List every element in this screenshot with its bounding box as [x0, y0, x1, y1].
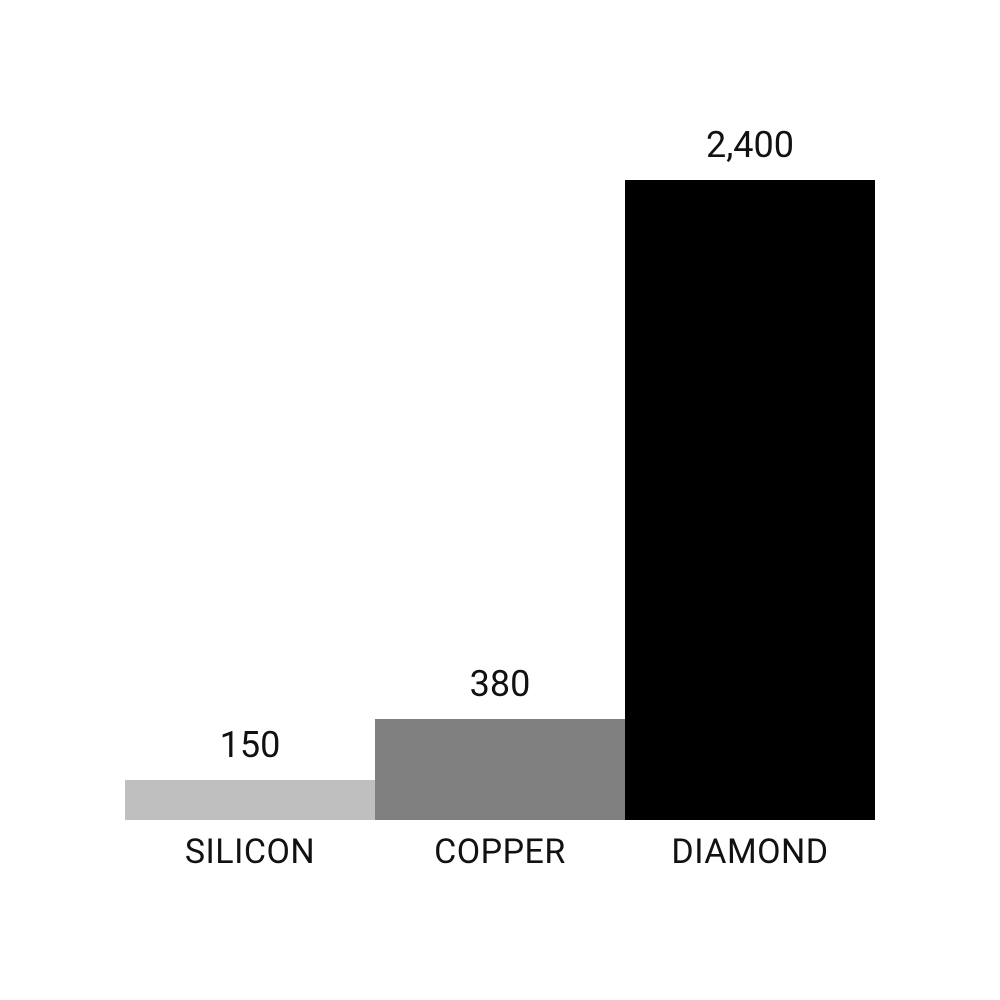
bar-chart: 150 380 2,400 SILICON COPPER DIAMOND — [0, 0, 1000, 1000]
category-labels-row: SILICON COPPER DIAMOND — [125, 832, 875, 872]
bar-value-silicon: 150 — [220, 724, 281, 766]
bar-group-silicon: 150 — [125, 724, 375, 820]
bar-value-diamond: 2,400 — [706, 124, 794, 166]
category-label-silicon: SILICON — [125, 832, 375, 872]
plot-area: 150 380 2,400 — [125, 180, 875, 820]
bar-silicon — [125, 780, 375, 820]
bar-copper — [375, 719, 625, 820]
bars-row: 150 380 2,400 — [125, 180, 875, 820]
category-label-copper: COPPER — [375, 832, 625, 872]
bar-group-copper: 380 — [375, 663, 625, 820]
bar-value-copper: 380 — [470, 663, 531, 705]
bar-diamond — [625, 180, 875, 820]
bar-group-diamond: 2,400 — [625, 124, 875, 820]
category-label-diamond: DIAMOND — [625, 832, 875, 872]
